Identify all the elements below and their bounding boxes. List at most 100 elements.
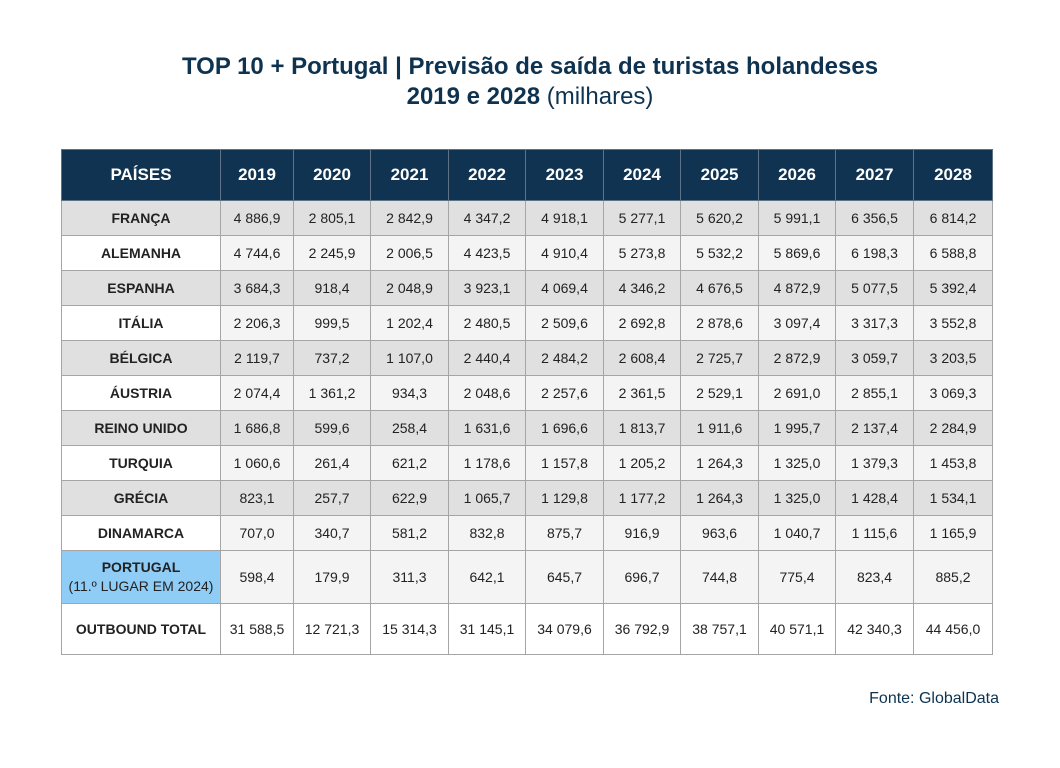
value-cell: 34 079,6	[525, 603, 604, 655]
value-cell: 1 178,6	[448, 445, 526, 481]
value-cell: 15 314,3	[370, 603, 449, 655]
country-cell: FRANÇA	[61, 200, 221, 236]
value-cell: 2 509,6	[525, 305, 604, 341]
title-line-1: TOP 10 + Portugal | Previsão de saída de…	[181, 53, 879, 80]
value-cell: 2 245,9	[293, 235, 371, 271]
header-year-2019: 2019	[220, 149, 294, 201]
table-row: ITÁLIA 2 206,3 999,5 1 202,4 2 480,5 2 509,6 2…	[61, 305, 993, 341]
value-cell: 2 048,9	[370, 270, 449, 306]
value-cell: 4 346,2	[603, 270, 681, 306]
country-cell: ITÁLIA	[61, 305, 221, 341]
value-cell: 4 347,2	[448, 200, 526, 236]
table-row: ÁUSTRIA 2 074,4 1 361,2 934,3 2 048,6 2 257,6…	[61, 375, 993, 411]
value-cell: 6 814,2	[913, 200, 993, 236]
value-cell: 5 077,5	[835, 270, 914, 306]
value-cell: 40 571,1	[758, 603, 836, 655]
value-cell: 2 692,8	[603, 305, 681, 341]
value-cell: 2 137,4	[835, 410, 914, 446]
value-cell: 1 205,2	[603, 445, 681, 481]
value-cell: 2 074,4	[220, 375, 294, 411]
value-cell: 5 392,4	[913, 270, 993, 306]
value-cell: 5 277,1	[603, 200, 681, 236]
header-year-2022: 2022	[448, 149, 526, 201]
value-cell: 2 119,7	[220, 340, 294, 376]
header-year-2027: 2027	[835, 149, 914, 201]
value-cell: 5 991,1	[758, 200, 836, 236]
source-note: Fonte: GlobalData	[869, 690, 999, 707]
country-cell: ESPANHA	[61, 270, 221, 306]
value-cell: 1 631,6	[448, 410, 526, 446]
value-cell: 581,2	[370, 515, 449, 551]
table-row: REINO UNIDO 1 686,8 599,6 258,4 1 631,6 1 696…	[61, 410, 993, 446]
country-cell: REINO UNIDO	[61, 410, 221, 446]
value-cell: 311,3	[370, 550, 449, 604]
value-cell: 1 107,0	[370, 340, 449, 376]
country-cell: GRÉCIA	[61, 480, 221, 516]
value-cell: 823,1	[220, 480, 294, 516]
portugal-row: PORTUGAL (11.º LUGAR EM 2024) 598,4 179,9 31…	[61, 550, 993, 604]
value-cell: 885,2	[913, 550, 993, 604]
header-year-2020: 2020	[293, 149, 371, 201]
value-cell: 1 264,3	[680, 445, 759, 481]
title-units: (milhares)	[540, 83, 654, 110]
country-cell: ÁUSTRIA	[61, 375, 221, 411]
value-cell: 3 552,8	[913, 305, 993, 341]
value-cell: 744,8	[680, 550, 759, 604]
table-row: ESPANHA 3 684,3 918,4 2 048,9 3 923,1 4 069,4…	[61, 270, 993, 306]
value-cell: 1 177,2	[603, 480, 681, 516]
header-year-2025: 2025	[680, 149, 759, 201]
table-header-row: PAÍSES 2019 2020 2021 2022 2023 2024 2025 2026 20…	[61, 149, 993, 201]
value-cell: 1 325,0	[758, 445, 836, 481]
value-cell: 2 048,6	[448, 375, 526, 411]
value-cell: 737,2	[293, 340, 371, 376]
country-cell: BÉLGICA	[61, 340, 221, 376]
value-cell: 645,7	[525, 550, 604, 604]
value-cell: 1 361,2	[293, 375, 371, 411]
value-cell: 2 361,5	[603, 375, 681, 411]
header-countries: PAÍSES	[61, 149, 221, 201]
value-cell: 642,1	[448, 550, 526, 604]
table-row: GRÉCIA 823,1 257,7 622,9 1 065,7 1 129,8 1 177…	[61, 480, 993, 516]
country-cell: OUTBOUND TOTAL	[61, 603, 221, 655]
table-row: TURQUIA 1 060,6 261,4 621,2 1 178,6 1 157,8 1 …	[61, 445, 993, 481]
value-cell: 4 918,1	[525, 200, 604, 236]
value-cell: 823,4	[835, 550, 914, 604]
header-year-2024: 2024	[603, 149, 681, 201]
value-cell: 2 842,9	[370, 200, 449, 236]
value-cell: 179,9	[293, 550, 371, 604]
value-cell: 3 097,4	[758, 305, 836, 341]
value-cell: 707,0	[220, 515, 294, 551]
value-cell: 1 115,6	[835, 515, 914, 551]
value-cell: 934,3	[370, 375, 449, 411]
value-cell: 6 356,5	[835, 200, 914, 236]
value-cell: 2 440,4	[448, 340, 526, 376]
value-cell: 3 069,3	[913, 375, 993, 411]
header-year-2026: 2026	[758, 149, 836, 201]
value-cell: 3 203,5	[913, 340, 993, 376]
value-cell: 2 257,6	[525, 375, 604, 411]
value-cell: 1 129,8	[525, 480, 604, 516]
value-cell: 2 691,0	[758, 375, 836, 411]
value-cell: 1 040,7	[758, 515, 836, 551]
value-cell: 2 878,6	[680, 305, 759, 341]
value-cell: 1 428,4	[835, 480, 914, 516]
value-cell: 1 157,8	[525, 445, 604, 481]
value-cell: 4 872,9	[758, 270, 836, 306]
value-cell: 38 757,1	[680, 603, 759, 655]
value-cell: 2 480,5	[448, 305, 526, 341]
total-row: OUTBOUND TOTAL 31 588,5 12 721,3 15 314,3 31…	[61, 603, 993, 655]
value-cell: 622,9	[370, 480, 449, 516]
value-cell: 1 165,9	[913, 515, 993, 551]
value-cell: 2 872,9	[758, 340, 836, 376]
value-cell: 3 317,3	[835, 305, 914, 341]
value-cell: 1 264,3	[680, 480, 759, 516]
value-cell: 918,4	[293, 270, 371, 306]
value-cell: 257,7	[293, 480, 371, 516]
value-cell: 2 725,7	[680, 340, 759, 376]
value-cell: 6 588,8	[913, 235, 993, 271]
value-cell: 1 696,6	[525, 410, 604, 446]
value-cell: 963,6	[680, 515, 759, 551]
value-cell: 5 869,6	[758, 235, 836, 271]
value-cell: 12 721,3	[293, 603, 371, 655]
title-years: 2019 e 2028	[406, 83, 541, 110]
